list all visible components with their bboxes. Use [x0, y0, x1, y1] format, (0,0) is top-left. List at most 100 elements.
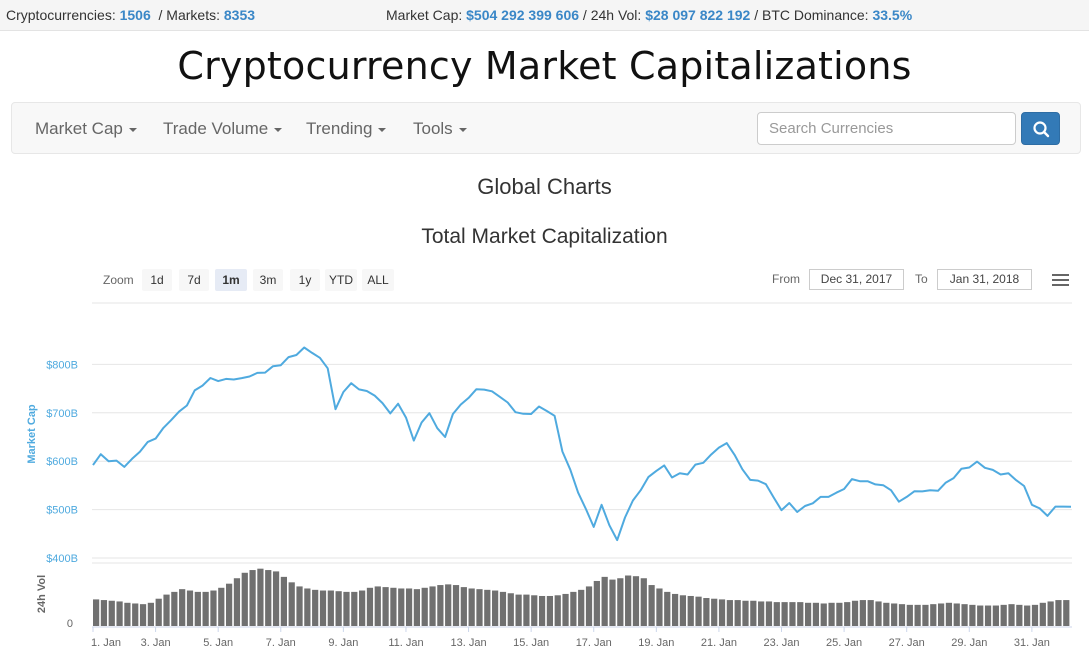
volume-bar [312, 589, 319, 626]
volume-bar [891, 603, 898, 626]
x-tick-label: 3. Jan [141, 637, 171, 649]
volume-bar [984, 605, 992, 626]
zoom-ytd-button[interactable]: YTD [325, 269, 357, 291]
x-tick-label: 13. Jan [451, 637, 487, 649]
volume-bar [100, 600, 108, 626]
volume-bar [546, 595, 554, 626]
volume-bar [554, 595, 561, 626]
x-axis-labels: 1. Jan 3. Jan 5. Jan 7. Jan 9. Jan 11. Jan 13.… [91, 627, 1050, 649]
zoom-1y-button[interactable]: 1y [290, 269, 320, 291]
volume-axis-title: 24h Vol [36, 575, 48, 613]
x-tick-label: 9. Jan [328, 637, 358, 649]
market-cap-chart: $400B $500B $600B $700B $800B Market Cap 24h… [26, 302, 1072, 649]
volume-bar [593, 580, 600, 626]
volume-bar [781, 602, 788, 626]
volume-bar [272, 571, 280, 626]
volume-bar [640, 578, 647, 626]
search-currencies-input[interactable] [757, 112, 1016, 145]
volume-bar [812, 602, 820, 626]
volume-bar [875, 601, 882, 626]
volume-bar [718, 599, 726, 626]
nav-tools-dropdown[interactable]: Tools [413, 119, 467, 139]
y-tick-label: $400B [46, 553, 78, 565]
x-tick-label: 25. Jan [826, 637, 862, 649]
volume-bar [210, 590, 217, 626]
zoom-7d-button[interactable]: 7d [179, 269, 209, 291]
zoom-all-button[interactable]: ALL [362, 269, 394, 291]
x-tick-label: 5. Jan [203, 637, 233, 649]
volume-bar [570, 591, 577, 626]
volume-bar [93, 599, 100, 626]
market-cap-series-line [92, 346, 1072, 542]
volume-zero-tick: 0 [67, 618, 73, 630]
volume-bar [452, 585, 460, 626]
volume-bar [797, 602, 804, 626]
volume-bar [233, 578, 241, 626]
volume-bar [1039, 602, 1046, 626]
btc-dominance-value-link[interactable]: 33.5% [872, 7, 913, 23]
zoom-label: Zoom [103, 273, 134, 287]
volume-bar [390, 587, 397, 626]
volume-bar [171, 591, 178, 626]
search-button[interactable] [1021, 112, 1060, 145]
y-tick-label: $800B [46, 359, 78, 371]
zoom-1m-button[interactable]: 1m [215, 269, 247, 291]
volume-bar [382, 587, 389, 626]
volume-bar [257, 568, 264, 626]
volume-bar [977, 605, 984, 626]
x-tick-label: 1. Jan [91, 637, 121, 649]
x-tick-label: 21. Jan [701, 637, 737, 649]
volume-bar [445, 584, 452, 626]
markets-count-link[interactable]: 8353 [223, 7, 256, 23]
volume-bar [671, 593, 679, 626]
caret-down-icon [458, 127, 467, 132]
volume-bar [343, 591, 350, 626]
volume-bar [859, 600, 866, 626]
x-tick-label: 29. Jan [951, 637, 987, 649]
nav-trending-dropdown[interactable]: Trending [306, 119, 387, 139]
stats-right: Market Cap: $504 292 399 606 / 24h Vol: … [386, 7, 912, 23]
volume-bar [601, 576, 608, 626]
volume-bar [374, 586, 381, 626]
stats-left: Cryptocurrencies: 1506 / Markets: 8353 [6, 7, 255, 23]
x-tick-label: 19. Jan [638, 637, 674, 649]
volume-bar [804, 602, 812, 626]
nav-market-cap-dropdown[interactable]: Market Cap [35, 119, 137, 139]
from-date-input[interactable]: Dec 31, 2017 [809, 269, 904, 290]
volume-bar [758, 601, 765, 626]
volume-bar [538, 595, 546, 626]
volume-value-link[interactable]: $28 097 822 192 [645, 7, 751, 23]
volume-bar [296, 586, 303, 626]
volume-bar [366, 587, 374, 626]
volume-bar [844, 602, 851, 626]
volume-bar [711, 598, 718, 626]
volume-bar [319, 590, 327, 626]
volume-bar [765, 601, 773, 626]
cryptocurrencies-count-link[interactable]: 1506 [119, 7, 151, 23]
volume-bar [750, 600, 757, 626]
caret-down-icon [378, 127, 387, 132]
volume-bar [429, 586, 436, 626]
to-label: To [915, 272, 928, 286]
x-tick-label: 23. Jan [763, 637, 799, 649]
volume-bar [726, 600, 733, 626]
nav-trade-volume-dropdown[interactable]: Trade Volume [163, 119, 283, 139]
zoom-1d-button[interactable]: 1d [142, 269, 172, 291]
volume-bar [648, 585, 655, 626]
volume-bar [335, 591, 342, 626]
main-navbar: Market Cap Trade Volume Trending Tools [11, 102, 1081, 154]
volume-bar [155, 598, 162, 626]
market-cap-value-link[interactable]: $504 292 399 606 [466, 7, 580, 23]
volume-bar [906, 604, 913, 626]
volume-bar [1031, 604, 1039, 626]
search-icon [1033, 121, 1050, 138]
markets-label: / Markets: [158, 7, 220, 23]
y-axis-labels: $400B $500B $600B $700B $800B [46, 359, 78, 565]
volume-bar [186, 590, 194, 626]
volume-bar [578, 589, 585, 626]
volume-bar [945, 602, 953, 626]
to-date-input[interactable]: Jan 31, 2018 [937, 269, 1032, 290]
volume-bar [836, 602, 843, 626]
hamburger-menu-icon[interactable] [1052, 274, 1069, 288]
zoom-3m-button[interactable]: 3m [253, 269, 283, 291]
